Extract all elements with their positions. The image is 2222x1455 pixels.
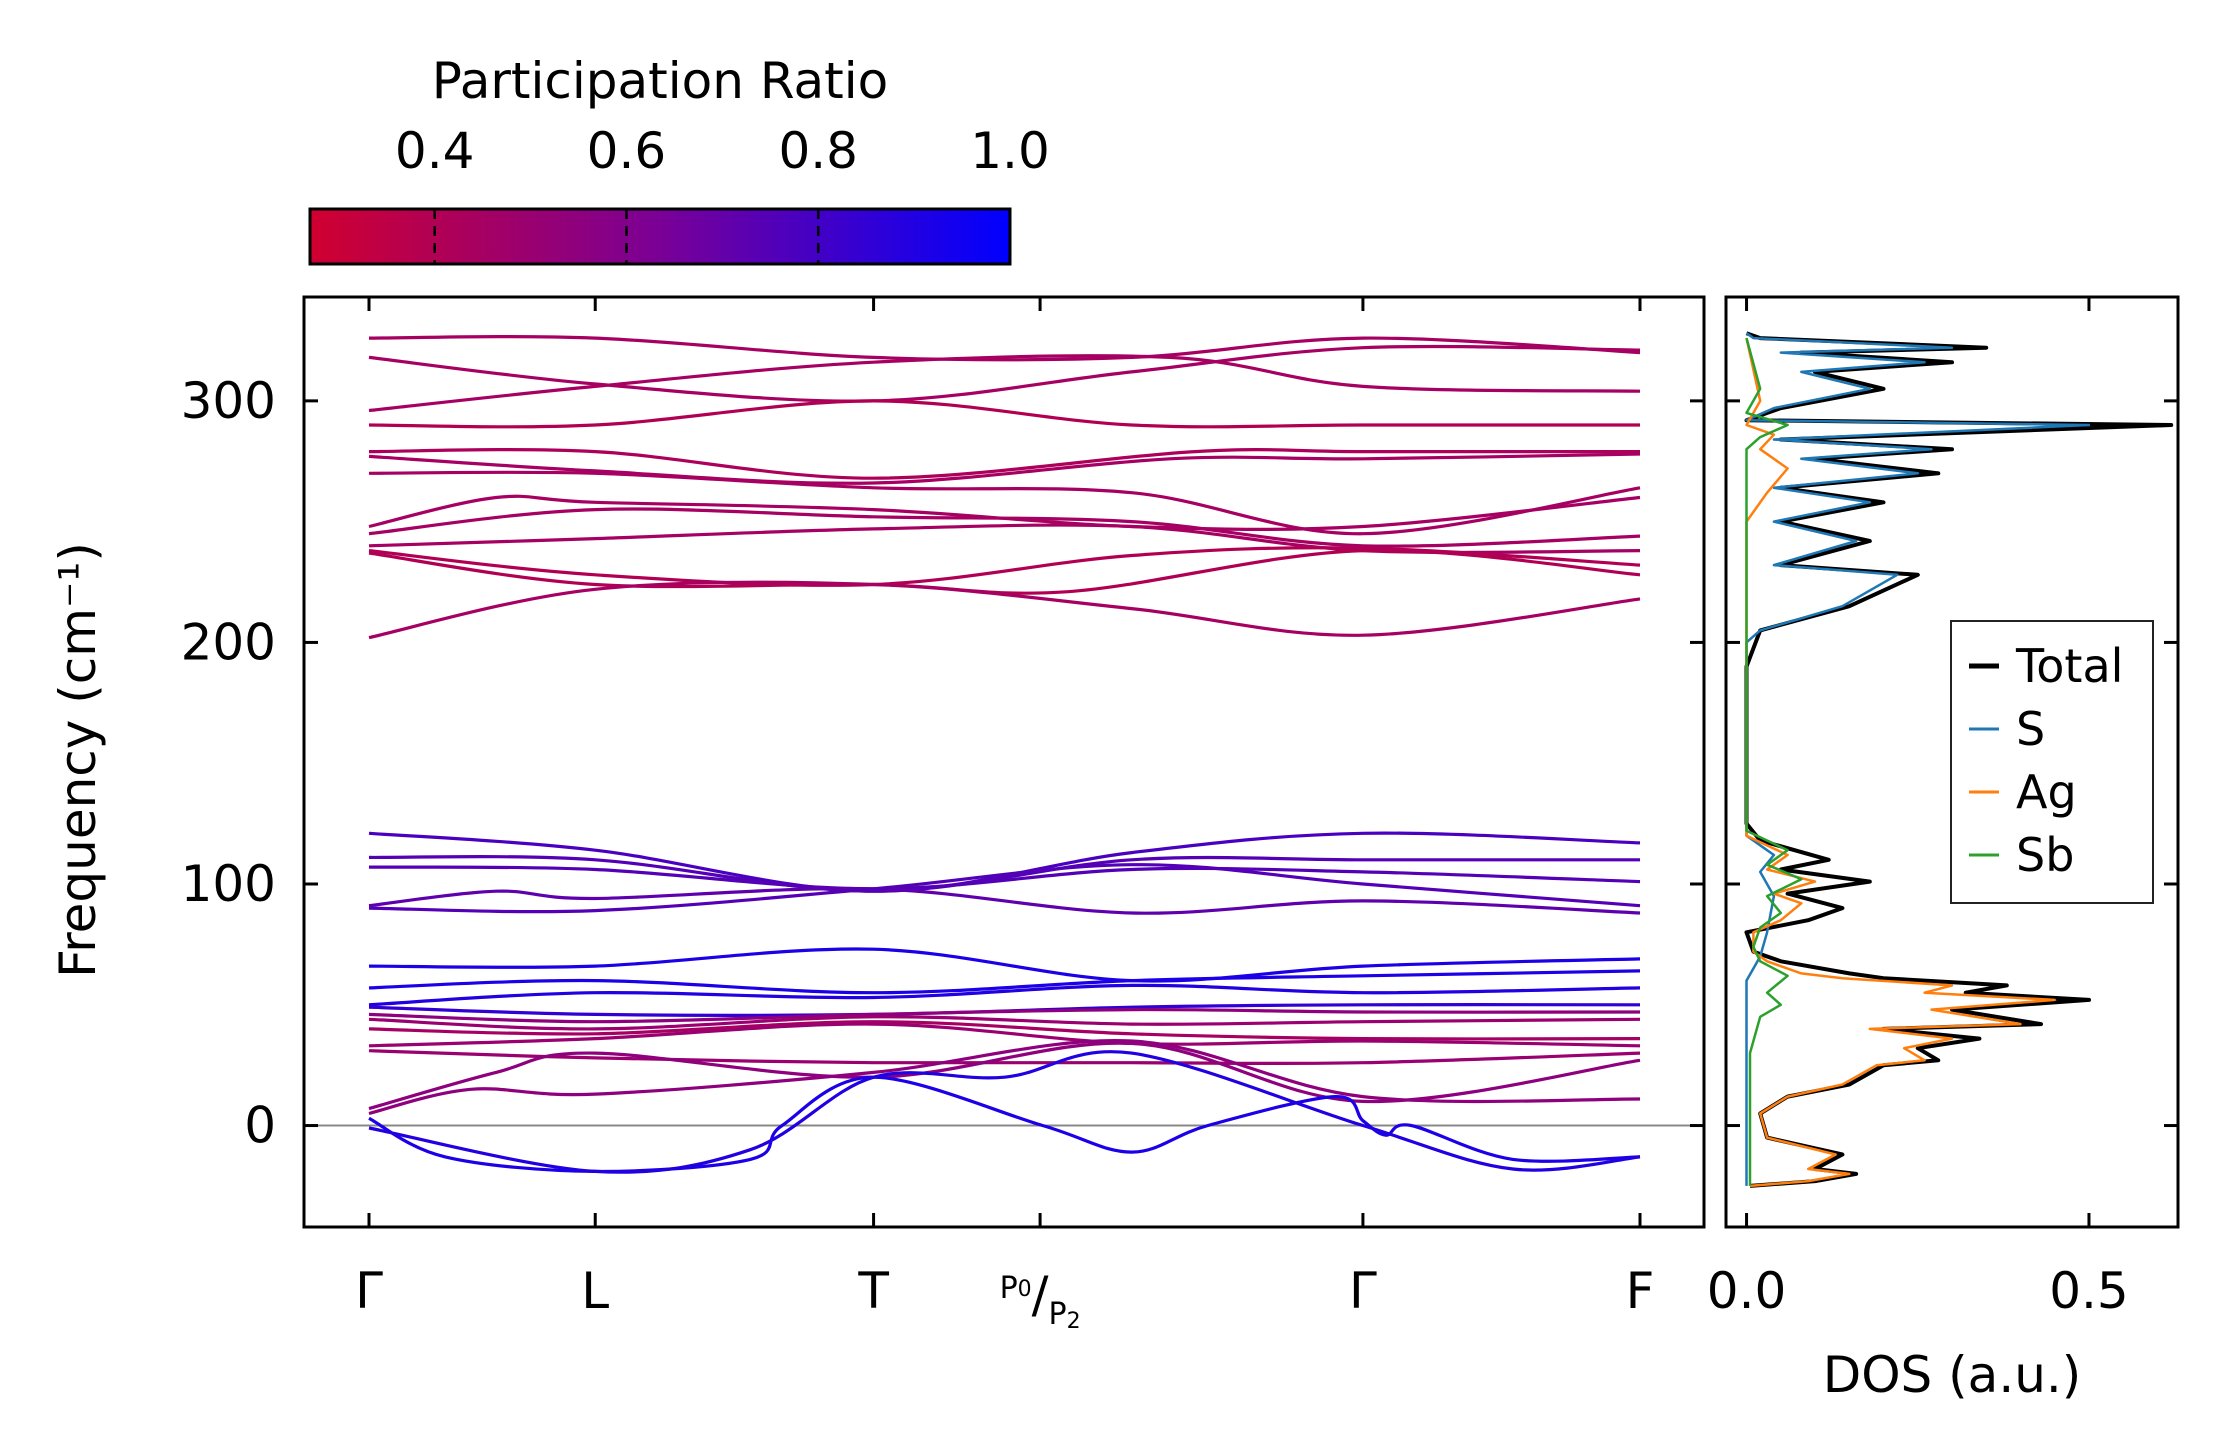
band-lines — [304, 335, 1704, 1174]
band-line — [368, 1020, 1641, 1041]
band-line — [368, 354, 1641, 413]
band-line — [368, 399, 1640, 429]
band-line — [368, 855, 1640, 893]
colorbar-title: Participation Ratio — [432, 52, 888, 110]
band-line — [368, 452, 1641, 485]
band-line — [368, 1007, 1641, 1024]
band-line — [368, 1015, 1641, 1031]
y-tick-label: 300 — [181, 372, 276, 430]
dos-lines — [1744, 331, 2174, 1188]
dos-legend: Total S Ag Sb — [1950, 620, 2154, 904]
dos-x-tick-label: 0.0 — [1707, 1262, 1787, 1320]
k-label-part: 0 — [1018, 1277, 1032, 1302]
dos-x-axis-label: DOS (a.u.) — [1823, 1346, 2082, 1404]
band-line — [368, 947, 1641, 983]
band-line — [368, 448, 1640, 480]
k-point-label: Γ — [1349, 1262, 1377, 1320]
colorbar-ticks: 0.4 0.6 0.8 1.0 — [395, 122, 1050, 264]
band-line — [368, 344, 1641, 403]
k-point-label: P0/P2 — [1000, 1266, 1081, 1334]
colorbar-tick-label: 0.4 — [395, 122, 475, 180]
band-line — [368, 1050, 1641, 1174]
y-axis-label: Frequency (cm⁻¹) — [49, 542, 107, 978]
legend-label: S — [2016, 702, 2045, 756]
k-point-label: T — [857, 1262, 889, 1320]
dos-axes: 0.0 0.5 — [1707, 297, 2178, 1320]
colorbar-tick-label: 0.8 — [778, 122, 858, 180]
band-line — [368, 580, 1641, 640]
band-line — [368, 886, 1641, 915]
k-label-part: / — [1032, 1266, 1049, 1324]
dos-panel: 0.0 0.5 DOS (a.u.) Total S Ag Sb — [1707, 295, 2180, 1404]
k-point-label: L — [581, 1262, 609, 1320]
colorbar: Participation Ratio 0.4 0.6 0.8 1.0 — [308, 52, 1050, 266]
k-label-part: P — [1049, 1297, 1067, 1332]
band-line — [368, 1041, 1641, 1111]
band-line — [368, 335, 1641, 362]
k-point-label: F — [1626, 1262, 1655, 1320]
band-line — [368, 983, 1641, 1007]
band-line — [368, 1049, 1641, 1066]
band-line — [368, 507, 1641, 548]
colorbar-tick-label: 0.6 — [587, 122, 667, 180]
dos-line-sb — [1745, 337, 1803, 1186]
band-line — [368, 1039, 1641, 1116]
y-tick-label: 100 — [181, 855, 276, 913]
legend-label: Sb — [2016, 828, 2074, 882]
k-label-part: P — [1000, 1271, 1018, 1306]
dos-line-s — [1745, 332, 2091, 1186]
colorbar-tick-label: 1.0 — [970, 122, 1050, 180]
band-line — [368, 494, 1641, 531]
y-tick-label: 0 — [244, 1097, 276, 1155]
legend-label: Ag — [2016, 765, 2077, 819]
band-line — [368, 865, 1641, 891]
colorbar-gradient — [308, 207, 1012, 266]
k-point-label: Γ — [355, 1262, 383, 1320]
band-line — [368, 969, 1641, 995]
y-tick-label: 200 — [181, 613, 276, 671]
band-line — [368, 470, 1641, 536]
dos-line-ag — [1745, 337, 2056, 1188]
k-label-part: 2 — [1067, 1309, 1081, 1334]
legend-label: Total — [2015, 639, 2123, 693]
band-line — [368, 863, 1641, 914]
dos-x-tick-label: 0.5 — [2049, 1262, 2129, 1320]
band-line — [368, 1022, 1641, 1048]
